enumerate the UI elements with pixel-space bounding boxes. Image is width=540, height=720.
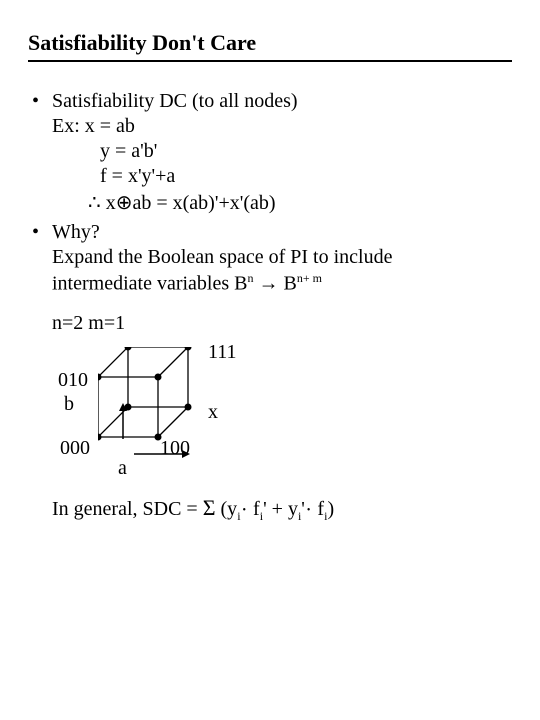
therefore-expr: x⊕ab = x(ab)'+x'(ab) xyxy=(101,192,276,214)
label-000: 000 xyxy=(60,437,90,460)
label-010: 010 xyxy=(58,369,88,392)
title-rule xyxy=(28,60,512,62)
g-open: (y xyxy=(216,498,238,520)
f-line: f = x'y'+a xyxy=(52,165,512,188)
nm-line: n=2 m=1 xyxy=(28,312,512,335)
general-line: In general, SDC = Σ (yi• fi' + yi'• fi) xyxy=(28,495,512,524)
exp-nm: n+ m xyxy=(297,271,322,285)
label-x: x xyxy=(208,401,218,424)
bullet-why: Why? Expand the Boolean space of PI to i… xyxy=(28,221,512,296)
expand-arrow: → B xyxy=(253,273,296,295)
ex-line: Ex: x = ab xyxy=(52,115,512,138)
cube-diagram: 010 111 b x 000 100 a xyxy=(58,341,338,491)
therefore-line: ∴ x⊕ab = x(ab)'+x'(ab) xyxy=(52,190,512,215)
therefore-symbol: ∴ xyxy=(88,192,101,214)
expand-text-a: intermediate variables B xyxy=(52,273,247,295)
sdc-head: Satisfiability DC (to all nodes) xyxy=(52,90,512,113)
label-111: 111 xyxy=(208,341,237,364)
label-b: b xyxy=(64,393,74,416)
g-plus: + y xyxy=(267,498,298,520)
sigma-symbol: Σ xyxy=(203,495,216,520)
g-f2: f xyxy=(312,498,324,520)
y-line: y = a'b' xyxy=(52,140,512,163)
expand-line2: intermediate variables Bn → Bn+ m xyxy=(52,271,512,296)
g-f1: f xyxy=(248,498,260,520)
label-a: a xyxy=(118,457,127,480)
g-close: ) xyxy=(327,498,334,520)
cube-svg xyxy=(98,347,198,447)
bullet-sdc: Satisfiability DC (to all nodes) Ex: x =… xyxy=(28,90,512,215)
dot1: • xyxy=(241,505,249,516)
why-head: Why? xyxy=(52,221,512,244)
general-pre: In general, SDC = xyxy=(52,498,203,520)
bullet-list: Satisfiability DC (to all nodes) Ex: x =… xyxy=(28,90,512,296)
page-title: Satisfiability Don't Care xyxy=(28,30,512,56)
expand-line1: Expand the Boolean space of PI to includ… xyxy=(52,246,512,269)
